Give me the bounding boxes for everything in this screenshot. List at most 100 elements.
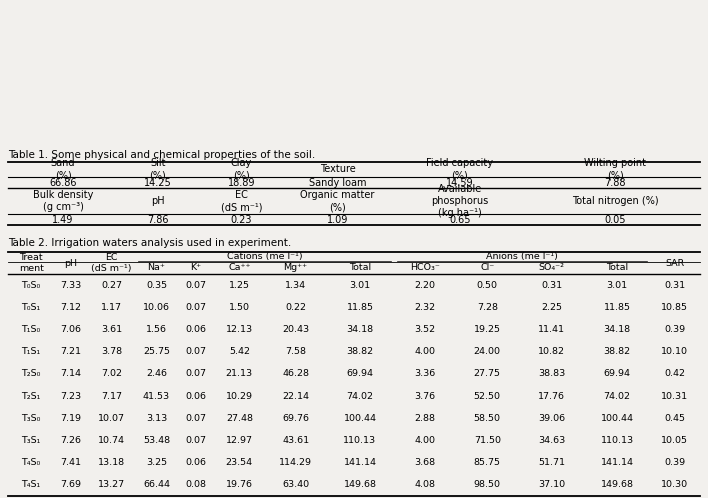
Text: 0.27: 0.27: [101, 280, 122, 290]
Text: 1.56: 1.56: [146, 325, 167, 334]
Text: 0.23: 0.23: [231, 215, 252, 225]
Text: 1.50: 1.50: [229, 303, 250, 312]
Text: T₃S₁: T₃S₁: [21, 436, 41, 445]
Text: 4.00: 4.00: [414, 347, 435, 356]
Text: 20.43: 20.43: [282, 325, 309, 334]
Text: Total nitrogen (%): Total nitrogen (%): [571, 196, 658, 206]
Text: 63.40: 63.40: [282, 481, 309, 490]
Text: 27.48: 27.48: [226, 414, 253, 423]
Text: Table 2. Irrigation waters analysis used in experiment.: Table 2. Irrigation waters analysis used…: [8, 238, 291, 248]
Text: 3.36: 3.36: [414, 370, 435, 378]
Text: SAR: SAR: [666, 258, 685, 267]
Text: 34.18: 34.18: [604, 325, 631, 334]
Text: Available
phosphorus
(kg ha⁻¹): Available phosphorus (kg ha⁻¹): [431, 184, 489, 219]
Text: 14.25: 14.25: [144, 177, 172, 188]
Text: 0.07: 0.07: [185, 280, 206, 290]
Text: Anions (me l⁻¹): Anions (me l⁻¹): [486, 252, 558, 261]
Text: 11.85: 11.85: [604, 303, 631, 312]
Text: K⁺: K⁺: [190, 263, 201, 272]
Text: 10.74: 10.74: [98, 436, 125, 445]
Text: 12.13: 12.13: [226, 325, 253, 334]
Text: 0.45: 0.45: [664, 414, 685, 423]
Text: 0.07: 0.07: [185, 370, 206, 378]
Text: 10.06: 10.06: [143, 303, 170, 312]
Text: 110.13: 110.13: [343, 436, 377, 445]
Text: 0.39: 0.39: [664, 325, 685, 334]
Text: Total: Total: [349, 263, 371, 272]
Text: 52.50: 52.50: [474, 391, 501, 400]
Text: SO₄⁻²: SO₄⁻²: [539, 263, 564, 272]
Text: 41.53: 41.53: [143, 391, 170, 400]
Text: 0.50: 0.50: [476, 280, 498, 290]
Text: 1.25: 1.25: [229, 280, 250, 290]
Text: 23.54: 23.54: [226, 458, 253, 467]
Text: Total: Total: [606, 263, 628, 272]
Text: 0.31: 0.31: [664, 280, 685, 290]
Text: 10.30: 10.30: [661, 481, 688, 490]
Text: 12.97: 12.97: [226, 436, 253, 445]
Text: 11.85: 11.85: [346, 303, 373, 312]
Text: 3.01: 3.01: [607, 280, 628, 290]
Text: 0.05: 0.05: [604, 215, 626, 225]
Text: 7.12: 7.12: [60, 303, 81, 312]
Text: 7.14: 7.14: [60, 370, 81, 378]
Text: 0.39: 0.39: [664, 458, 685, 467]
Text: 10.85: 10.85: [661, 303, 688, 312]
Text: 0.31: 0.31: [541, 280, 562, 290]
Text: 74.02: 74.02: [346, 391, 373, 400]
Text: Cations (me l⁻¹): Cations (me l⁻¹): [227, 252, 302, 261]
Text: 21.13: 21.13: [226, 370, 253, 378]
Text: T₁S₀: T₁S₀: [21, 325, 41, 334]
Text: 3.68: 3.68: [414, 458, 435, 467]
Text: Ca⁺⁺: Ca⁺⁺: [228, 263, 251, 272]
Text: T₀S₀: T₀S₀: [21, 280, 41, 290]
Text: 10.82: 10.82: [538, 347, 565, 356]
Text: 3.78: 3.78: [101, 347, 122, 356]
Text: 34.18: 34.18: [346, 325, 374, 334]
Text: 39.06: 39.06: [538, 414, 565, 423]
Text: 43.61: 43.61: [282, 436, 309, 445]
Text: 0.06: 0.06: [185, 458, 206, 467]
Text: 3.01: 3.01: [350, 280, 370, 290]
Text: 10.10: 10.10: [661, 347, 688, 356]
Text: 1.17: 1.17: [101, 303, 122, 312]
Text: EC
(dS m⁻¹): EC (dS m⁻¹): [221, 190, 262, 212]
Text: 69.94: 69.94: [604, 370, 631, 378]
Text: 2.20: 2.20: [414, 280, 435, 290]
Text: 7.69: 7.69: [60, 481, 81, 490]
Text: 4.08: 4.08: [414, 481, 435, 490]
Text: 74.02: 74.02: [604, 391, 631, 400]
Text: Wilting point
(%): Wilting point (%): [584, 158, 646, 181]
Text: 53.48: 53.48: [143, 436, 170, 445]
Text: Na⁺: Na⁺: [147, 263, 166, 272]
Text: 17.76: 17.76: [538, 391, 565, 400]
Text: Organic matter
(%): Organic matter (%): [300, 190, 375, 212]
Text: 34.63: 34.63: [538, 436, 565, 445]
Text: 0.35: 0.35: [146, 280, 167, 290]
Text: 114.29: 114.29: [279, 458, 312, 467]
Text: 7.21: 7.21: [60, 347, 81, 356]
Text: T₂S₀: T₂S₀: [21, 370, 41, 378]
Text: 149.68: 149.68: [343, 481, 377, 490]
Text: 1.09: 1.09: [327, 215, 348, 225]
Text: 7.88: 7.88: [604, 177, 626, 188]
Text: T₄S₀: T₄S₀: [21, 458, 41, 467]
Text: T₂S₁: T₂S₁: [21, 391, 41, 400]
Text: 46.28: 46.28: [282, 370, 309, 378]
Text: 38.82: 38.82: [346, 347, 374, 356]
Text: 38.82: 38.82: [604, 347, 631, 356]
Text: 1.34: 1.34: [285, 280, 307, 290]
Text: 0.06: 0.06: [185, 391, 206, 400]
Text: 10.07: 10.07: [98, 414, 125, 423]
Text: 0.22: 0.22: [285, 303, 306, 312]
Text: 10.31: 10.31: [661, 391, 688, 400]
Text: Texture: Texture: [319, 164, 355, 174]
Text: 0.07: 0.07: [185, 414, 206, 423]
Text: 0.07: 0.07: [185, 436, 206, 445]
Text: 7.58: 7.58: [285, 347, 306, 356]
Text: 13.27: 13.27: [98, 481, 125, 490]
Text: EC
(dS m⁻¹): EC (dS m⁻¹): [91, 253, 132, 273]
Text: Treat
ment: Treat ment: [18, 253, 44, 273]
Text: 100.44: 100.44: [600, 414, 634, 423]
Text: 51.71: 51.71: [538, 458, 565, 467]
